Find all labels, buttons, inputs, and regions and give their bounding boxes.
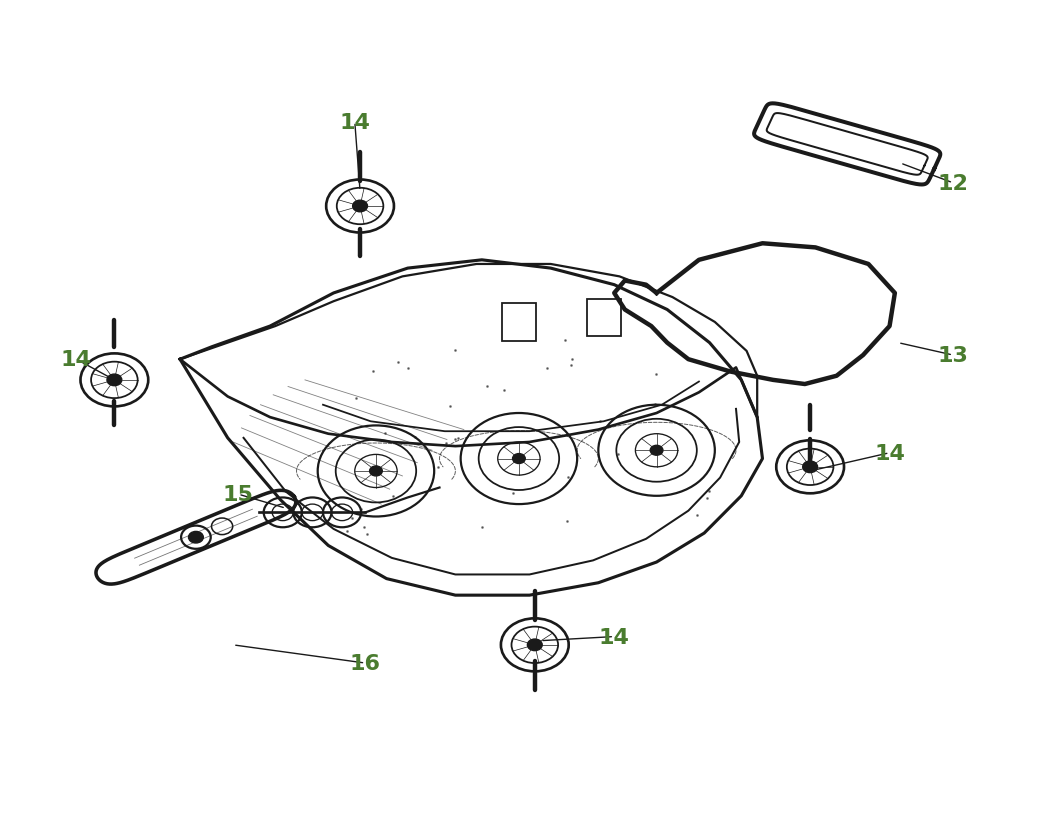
Circle shape [107,375,122,386]
Text: 15: 15 [222,485,254,504]
Text: 13: 13 [937,346,969,366]
Bar [502,304,536,341]
Circle shape [527,639,542,651]
Circle shape [370,466,382,476]
Circle shape [353,201,367,213]
Bar [587,299,621,337]
Text: 14: 14 [339,112,371,132]
Text: 14: 14 [60,350,92,370]
Text: 16: 16 [349,653,381,673]
Circle shape [189,532,203,543]
Text: 14: 14 [598,627,630,647]
Circle shape [513,454,525,464]
Text: 14: 14 [874,443,905,463]
Text: 12: 12 [937,174,969,194]
Circle shape [650,446,663,456]
Circle shape [803,461,818,473]
